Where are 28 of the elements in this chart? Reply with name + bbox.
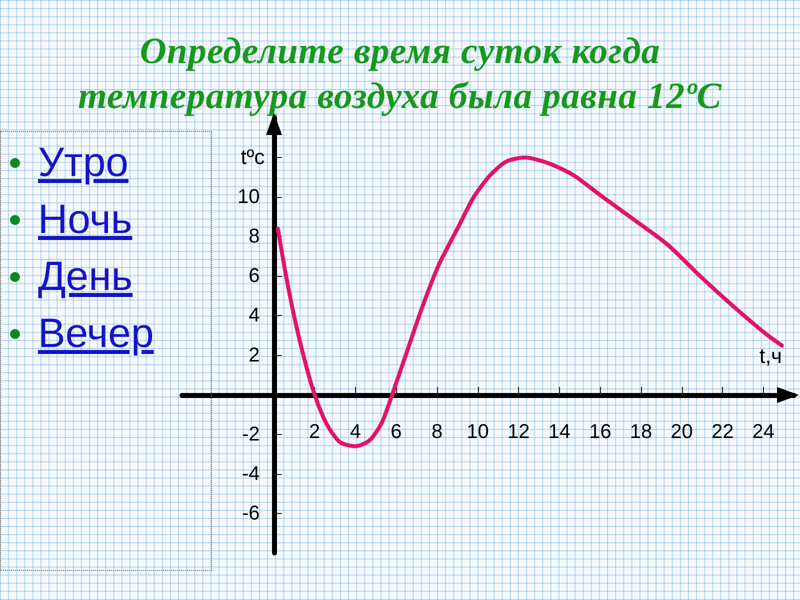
text: День [38,253,133,299]
x-tick-label: 4 [350,421,361,444]
y-tick-label: -2 [242,423,260,446]
y-tick-label: 2 [248,344,260,366]
y-tick-label: -4 [242,462,260,485]
x-tick-label: 2 [309,421,320,444]
text: Вечер [38,310,154,356]
y-tick-label: 8 [248,226,260,248]
x-tick-label: 10 [466,421,489,444]
text: Утро [38,139,128,185]
x-tick-label: 18 [630,421,652,444]
line-series [276,156,784,448]
x-tick-label: 20 [670,421,693,444]
x-tick-label: 24 [752,421,775,444]
y-tick-label: 6 [248,265,260,288]
y-axis-title: tºc [240,146,265,170]
x-axis-title: t,ч [759,344,782,368]
y-tick-label: -6 [242,502,260,524]
chart-title: Определите время суток когда температура воздуха была равна 12ºC [77,30,723,119]
x-tick-label: 8 [431,421,443,444]
text: Ночь [38,196,132,242]
x-tick-label: 14 [548,421,571,444]
y-tick-label: 10 [238,186,260,208]
x-tick-label: 16 [589,421,612,444]
x-tick-label: 22 [711,421,734,444]
x-tick-label: 12 [507,421,530,444]
y-tick-label: 4 [248,304,260,327]
x-tick-label: 6 [390,421,402,444]
